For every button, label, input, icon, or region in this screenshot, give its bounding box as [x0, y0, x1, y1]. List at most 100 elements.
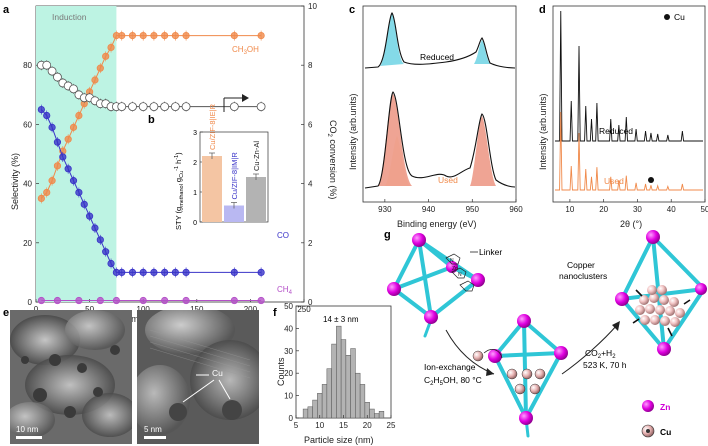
panel-b-inset: b 0 1 2 3 Cu/ZIF-8|IE|R Cu/ZIF-8|IM|R Cu-Zn-A…: [146, 103, 269, 230]
f-bar: [369, 408, 375, 419]
f-bar: [302, 408, 309, 419]
a-point-ch4: [139, 296, 147, 305]
a-point-ch3oh: [96, 64, 104, 72]
plot-a-series: [36, 30, 266, 305]
a-ytick-label: 80: [23, 61, 32, 70]
c-used-spectrum: [364, 91, 516, 189]
a-point-co2-conversion: [53, 72, 62, 82]
a-ytick-label: 60: [23, 120, 32, 129]
a-point-ch3oh: [128, 31, 137, 40]
ion-exchange-label-1: Ion-exchange: [424, 362, 476, 372]
a-point-ch3oh: [150, 31, 158, 40]
legend-zn-icon: [642, 400, 654, 412]
a-point-co: [139, 268, 147, 276]
c-reduced-peak-2: [474, 40, 490, 64]
f-bar: [317, 393, 323, 419]
f-bar: [340, 339, 347, 419]
a-point-co2-conversion: [117, 102, 127, 112]
a-point-co: [80, 200, 88, 208]
d-xtick-label: 50: [701, 205, 708, 214]
step2-label-1: CO2+H2: [585, 348, 616, 360]
cu-arrow-2: [218, 379, 231, 400]
a-point-co: [128, 268, 137, 276]
a-point-co: [43, 111, 51, 120]
a-y2tick-label: 10: [308, 2, 317, 11]
c-xtick-label: 950: [466, 205, 480, 214]
a-point-co2-conversion: [256, 102, 266, 112]
cu-ion-path: [483, 348, 503, 359]
a-point-co: [86, 212, 94, 220]
panel-g: g N N Zn Linker: [384, 229, 707, 438]
a-point-ch3oh: [53, 162, 62, 170]
a-point-ch4: [257, 296, 265, 305]
a-point-co: [37, 106, 45, 114]
c-xtick-label: 960: [509, 205, 523, 214]
a-point-co: [171, 268, 179, 276]
a-point-ch3oh: [118, 31, 126, 40]
panel-label-e: e: [3, 307, 9, 319]
a-xtick-label: 250: [297, 305, 311, 314]
a-point-ch4: [230, 296, 238, 305]
a-point-co: [69, 177, 78, 185]
a-point-ch3oh: [107, 43, 115, 52]
f-bar: [359, 384, 366, 419]
a-y2tick-label: 8: [308, 61, 313, 70]
copper-label-2: nanoclusters: [559, 271, 607, 281]
b-bar-label-1: Cu/ZIF-8|IE|R: [208, 103, 217, 150]
a-point-co: [59, 153, 67, 161]
ion-exchange-arrowhead: [486, 368, 494, 376]
f-xtick-label: 25: [387, 421, 396, 430]
panel-label-c: c: [349, 4, 355, 16]
a-point-co2-conversion: [47, 66, 57, 76]
d-reduced-label: Reduced: [599, 126, 633, 136]
c-used-label: Used: [438, 175, 458, 185]
f-bar: [321, 384, 328, 419]
d-xtick-label: 40: [667, 205, 676, 214]
c-used-peak-2: [385, 136, 410, 186]
f-bar: [331, 343, 337, 419]
reduction-arrow: [561, 324, 618, 375]
reduction-arrowhead: [612, 321, 620, 331]
plot-c-frame: [362, 5, 517, 203]
scale-bar-right: [144, 436, 166, 439]
plot-d-frame: [552, 5, 706, 203]
label-co: CO: [277, 231, 289, 240]
a-point-ch3oh: [91, 76, 99, 84]
c-ylabel: Intensity (arb.units): [348, 93, 358, 170]
c-used-peak-1: [378, 94, 412, 186]
a-y2tick-label: 4: [308, 180, 313, 189]
a-point-ch4: [96, 296, 104, 305]
a-point-ch4: [75, 296, 83, 305]
a-point-co: [118, 268, 126, 276]
a-point-ch3oh: [161, 31, 169, 40]
d-used-pattern: [555, 111, 703, 191]
a-point-co: [257, 268, 265, 276]
a-point-ch3oh: [182, 31, 190, 40]
a-point-ch3oh: [171, 31, 179, 40]
f-mean-label: 14 ± 3 nm: [323, 315, 359, 324]
legend-cu-icon-core: [646, 429, 650, 433]
scale-label-left: 10 nm: [16, 425, 39, 434]
a-point-co2-conversion: [149, 102, 159, 112]
a-point-co2-conversion: [128, 102, 137, 112]
f-ytick-label: 50: [284, 302, 293, 311]
zif-octahedron-left: [392, 238, 480, 338]
f-ytick-label: 20: [284, 369, 293, 378]
a-ytick-label: 40: [23, 180, 32, 189]
a-point-ch3oh: [257, 31, 265, 40]
d-legend-cu-dot: [664, 14, 670, 20]
a-point-co2-conversion: [69, 84, 78, 94]
b-ylabel: STY (gmethanol gCu-1 h-1): [174, 152, 185, 230]
a-xtick-label: 100: [137, 305, 151, 314]
a-point-ch4: [112, 296, 121, 305]
d-used-label: Used: [604, 176, 624, 186]
c-used-peak-3: [470, 116, 496, 186]
a-point-ch3oh: [64, 135, 72, 143]
svg-text:N: N: [458, 272, 462, 278]
plot-d-axes: 10 20 30 40 50: [565, 199, 708, 214]
d-xtick-label: 10: [565, 205, 574, 214]
b-ytick-label: 2: [193, 160, 197, 167]
f-ytick-label: 40: [284, 324, 293, 333]
panel-label-d: d: [539, 4, 546, 16]
plot-f-bars: [302, 325, 385, 419]
